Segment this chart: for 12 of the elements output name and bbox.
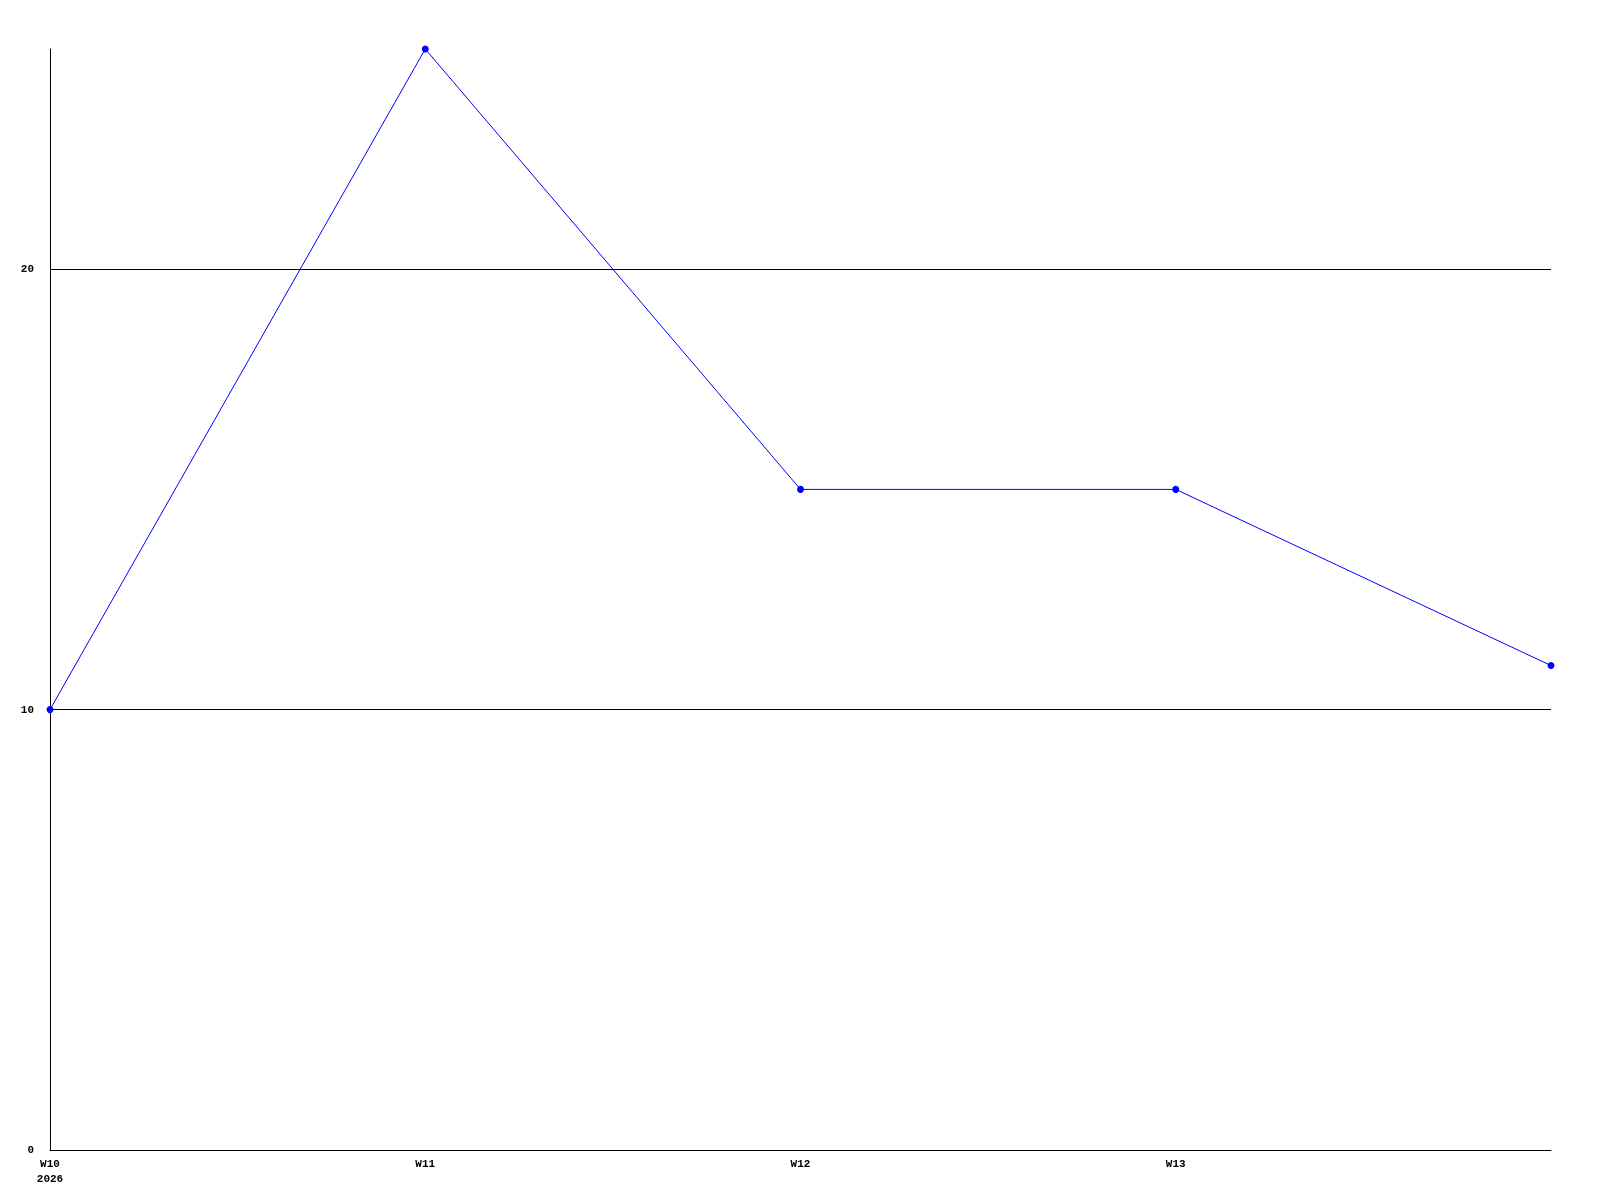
point <box>1172 485 1180 493</box>
x-tick-label: W11 <box>415 1157 436 1170</box>
x-tick-label: W12 <box>790 1157 811 1170</box>
y-tick-label: 0 <box>27 1144 34 1156</box>
point <box>46 706 54 714</box>
point <box>797 485 804 493</box>
y-tick-label: 10 <box>20 703 34 716</box>
y-tick-label: 20 <box>20 263 34 276</box>
point <box>421 45 429 53</box>
x-tick-label: W10 2026 <box>36 1157 64 1185</box>
point <box>1547 662 1555 670</box>
x-tick-label: W13 <box>1165 1157 1187 1170</box>
